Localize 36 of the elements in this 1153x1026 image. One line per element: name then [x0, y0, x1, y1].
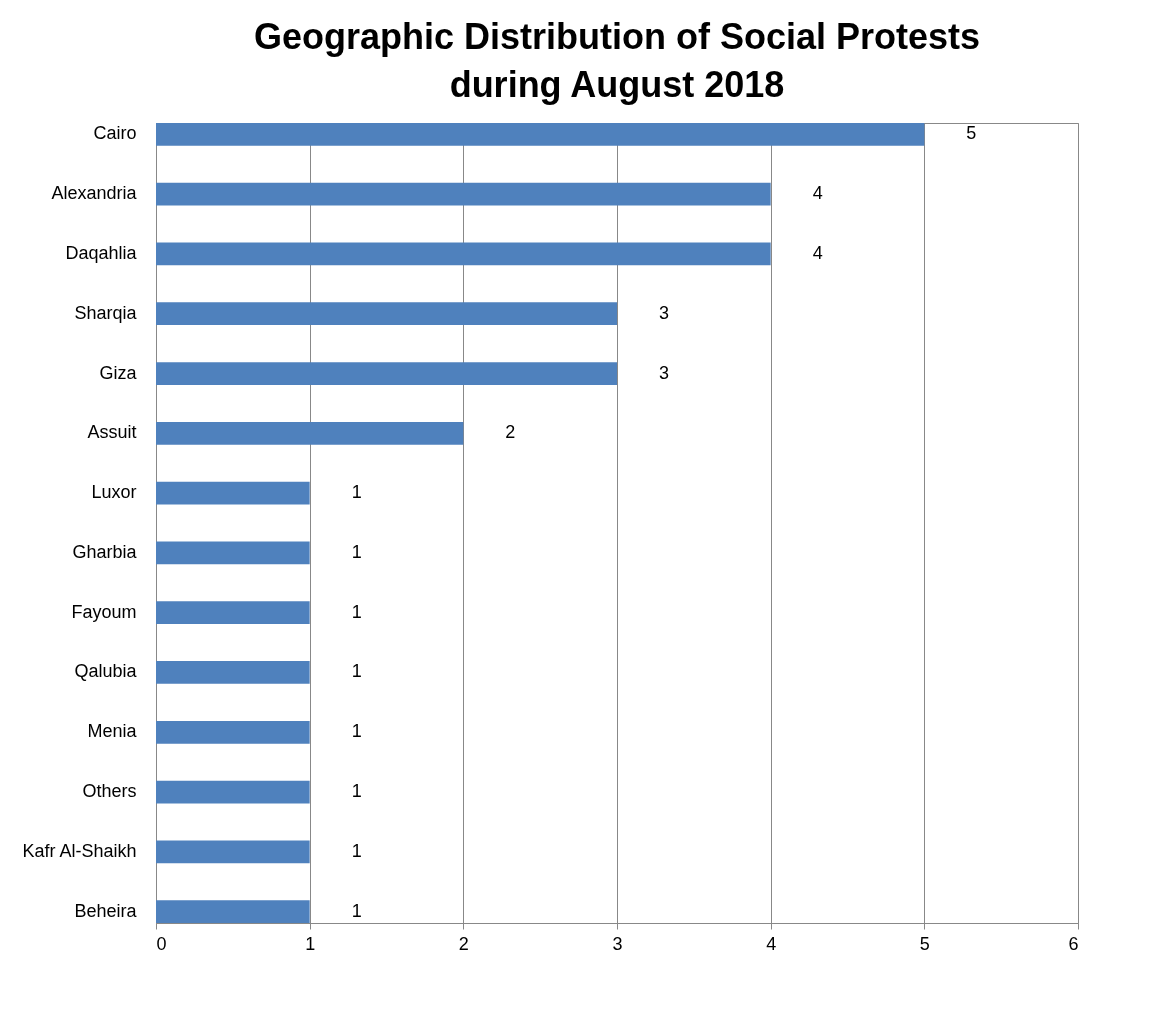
data-label: 1: [351, 482, 362, 503]
data-label: 3: [659, 302, 670, 323]
y-tick-label: Fayoum: [71, 601, 137, 622]
y-tick-label: Assuit: [87, 422, 137, 443]
data-label: 1: [351, 900, 362, 921]
y-tick-label: Daqahlia: [65, 242, 138, 263]
x-tick-label: 3: [612, 933, 623, 954]
y-tick-label: Cairo: [93, 123, 137, 144]
data-label: 4: [812, 242, 823, 263]
y-tick-label: Sharqia: [74, 302, 138, 323]
y-tick-label: Giza: [99, 362, 138, 383]
y-tick-label: Kafr Al-Shaikh: [22, 840, 137, 861]
data-label: 1: [351, 661, 362, 682]
y-tick-label: Alexandria: [51, 183, 138, 204]
data-label: 1: [351, 721, 362, 742]
y-tick-label: Others: [82, 781, 137, 802]
x-tick-label: 2: [458, 933, 469, 954]
x-tick-label: 1: [305, 933, 316, 954]
data-label: 1: [351, 601, 362, 622]
chart-title: Geographic Distribution of Social Protests during August 2018: [253, 16, 981, 105]
data-label: 2: [505, 422, 516, 443]
y-tick-label: Beheira: [74, 900, 138, 921]
x-tick-label: 5: [919, 933, 930, 954]
data-label: 1: [351, 781, 362, 802]
data-label: 3: [659, 362, 670, 383]
x-tick-label: 0: [156, 933, 167, 954]
data-label: 4: [812, 183, 823, 204]
x-tick-label: 6: [1068, 933, 1079, 954]
data-label: 1: [351, 840, 362, 861]
y-tick-label: Luxor: [91, 482, 137, 503]
y-tick-label: Qalubia: [74, 661, 138, 682]
x-tick-label: 4: [766, 933, 777, 954]
data-label: 5: [966, 123, 977, 144]
y-tick-label: Menia: [87, 721, 138, 742]
data-label: 1: [351, 541, 362, 562]
y-tick-label: Gharbia: [72, 541, 138, 562]
